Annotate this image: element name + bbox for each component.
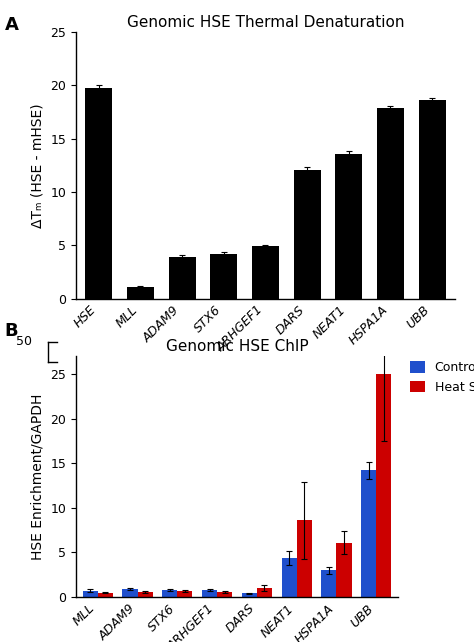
Text: 50: 50 [16, 335, 32, 348]
Bar [297, 521, 312, 597]
Bar [217, 592, 232, 597]
Bar [377, 108, 404, 299]
Bar [376, 374, 392, 597]
Bar [162, 590, 177, 597]
Bar [257, 588, 272, 597]
Bar [169, 257, 196, 299]
Bar [202, 590, 217, 597]
Title: Genomic HSE ChIP: Genomic HSE ChIP [166, 339, 308, 354]
Bar [337, 542, 352, 597]
Y-axis label: HSE Enrichment/GAPDH: HSE Enrichment/GAPDH [31, 394, 45, 560]
Bar [85, 87, 112, 299]
Legend: Control, Heat Shock: Control, Heat Shock [405, 356, 474, 399]
Bar [293, 169, 320, 299]
Bar [282, 558, 297, 597]
Title: Genomic HSE Thermal Denaturation: Genomic HSE Thermal Denaturation [127, 15, 404, 30]
Bar [321, 570, 337, 597]
Bar [98, 593, 113, 597]
Text: A: A [5, 16, 18, 34]
Bar [122, 589, 137, 597]
Bar [127, 287, 154, 299]
Bar [82, 591, 98, 597]
Y-axis label: ΔTₘ (HSE - mHSE): ΔTₘ (HSE - mHSE) [31, 103, 45, 228]
Bar [210, 254, 237, 299]
Bar [137, 592, 153, 597]
Bar [242, 593, 257, 597]
Bar [252, 247, 279, 299]
Bar [335, 153, 362, 299]
Bar [419, 100, 446, 299]
Bar [361, 471, 376, 597]
Text: B: B [5, 322, 18, 340]
Bar [177, 591, 192, 597]
